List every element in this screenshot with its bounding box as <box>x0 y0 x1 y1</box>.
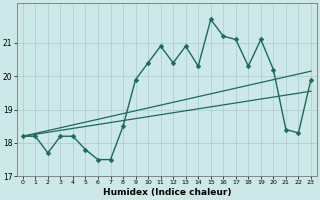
X-axis label: Humidex (Indice chaleur): Humidex (Indice chaleur) <box>103 188 231 197</box>
